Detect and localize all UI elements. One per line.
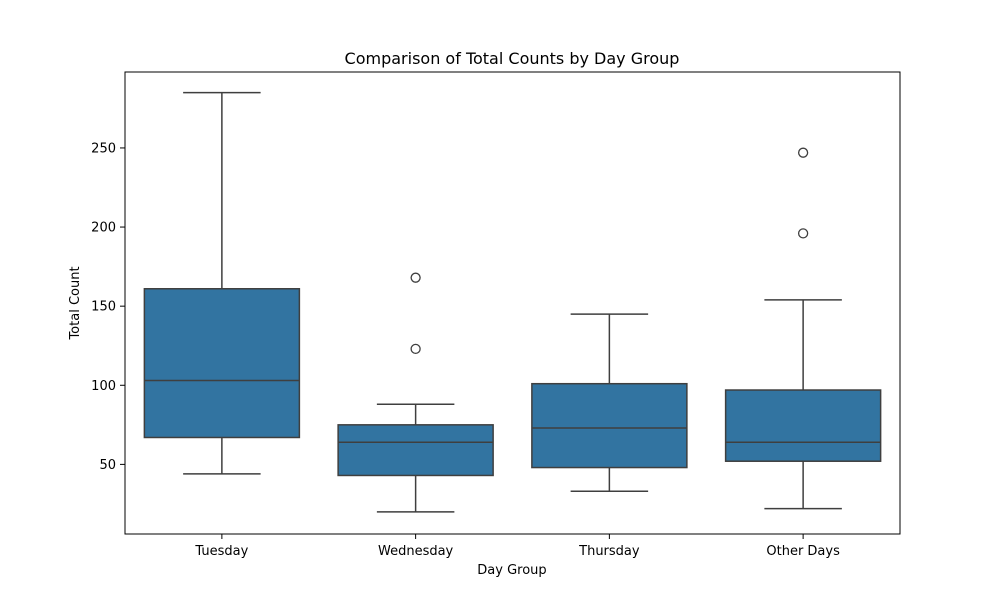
y-tick-label: 100 — [91, 379, 116, 394]
box — [531, 382, 688, 469]
y-tick-label: 50 — [99, 458, 116, 473]
plot-area: 50 100 150 200 250 Tuesday Wednesday Thursday Ot… — [91, 71, 901, 559]
chart-title: Comparison of Total Counts by Day Group — [345, 49, 680, 68]
x-tick-label: Thursday — [578, 544, 640, 559]
outlier-point — [410, 272, 421, 283]
y-tick-label: 150 — [91, 300, 116, 315]
x-tick-label: Wednesday — [378, 544, 454, 559]
x-tick-label: Tuesday — [194, 544, 248, 559]
outlier-point — [797, 228, 809, 239]
outlier-point — [797, 147, 809, 158]
plot-frame — [124, 71, 901, 535]
box-group — [337, 272, 494, 513]
box — [337, 424, 494, 477]
y-axis-label: Total Count — [68, 266, 83, 340]
y-tick-label: 250 — [91, 141, 116, 156]
x-tick-label: Other Days — [766, 544, 840, 559]
x-axis-label: Day Group — [477, 563, 546, 578]
box-group — [724, 147, 882, 510]
box-group — [143, 91, 301, 475]
y-tick-label: 200 — [91, 221, 116, 236]
box-group — [531, 313, 688, 493]
box — [143, 288, 301, 439]
outlier-point — [410, 343, 421, 355]
box — [724, 389, 882, 462]
